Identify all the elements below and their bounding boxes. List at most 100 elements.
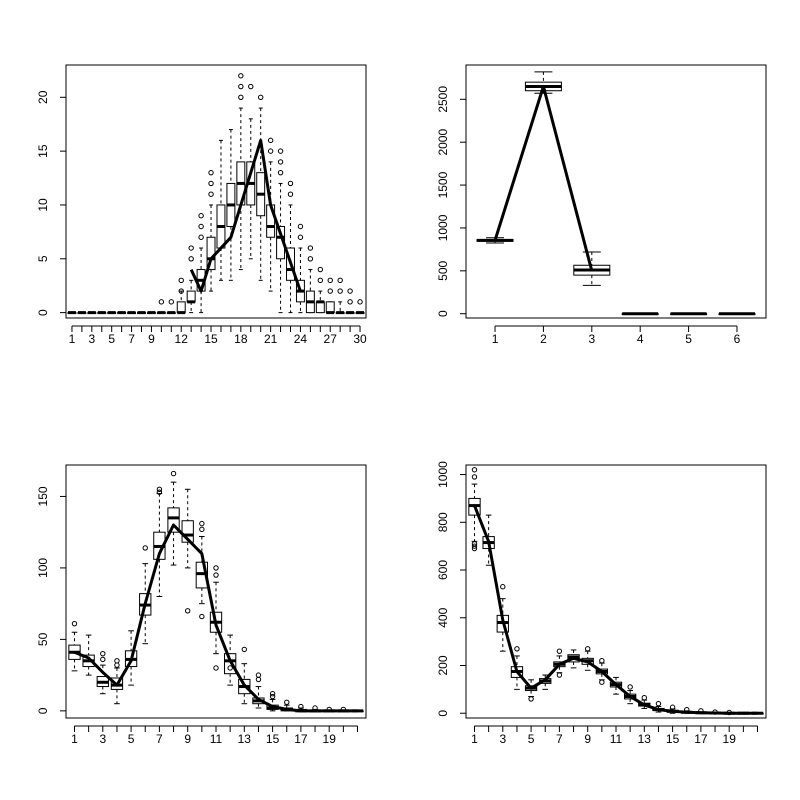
- outlier-point: [198, 223, 204, 230]
- x-tick-label: 3: [88, 332, 95, 346]
- outlier-point: [284, 699, 290, 705]
- y-tick-label: 1000: [436, 461, 450, 488]
- x-tick-label: 5: [685, 332, 692, 346]
- outlier-point: [199, 520, 205, 527]
- x-tick-label: 3: [99, 732, 106, 746]
- x-tick-label: 15: [666, 732, 680, 746]
- outlier-point: [277, 159, 284, 165]
- outlier-point: [669, 704, 676, 710]
- outlier-point: [188, 256, 194, 262]
- x-tick-label: 21: [264, 332, 278, 346]
- x-tick-label: 9: [148, 332, 155, 346]
- outlier-point: [241, 646, 248, 653]
- x-tick-label: 4: [637, 332, 644, 346]
- outlier-point: [599, 679, 605, 685]
- x-tick-label: 13: [638, 732, 652, 746]
- y-tick-label: 2500: [436, 86, 450, 113]
- x-tick-label: 5: [528, 732, 535, 746]
- outlier-point: [114, 658, 120, 664]
- outlier-point: [500, 584, 506, 590]
- x-tick-label: 1: [69, 332, 76, 346]
- y-tick-label: 20: [36, 90, 50, 104]
- x-tick-label: 13: [238, 732, 252, 746]
- trend-line: [473, 505, 758, 715]
- outlier-point: [277, 169, 284, 176]
- y-tick-label: 15: [36, 144, 50, 158]
- y-tick-label: 200: [436, 655, 450, 675]
- outlier-point: [317, 266, 324, 273]
- outlier-point: [655, 700, 662, 707]
- outlier-point: [208, 191, 214, 197]
- outlier-point: [198, 234, 204, 240]
- plot-frame: [65, 64, 367, 319]
- outlier-point: [357, 299, 363, 305]
- x-tick-label: 7: [156, 732, 163, 746]
- outlier-point: [158, 299, 165, 305]
- x-tick-label: 18: [234, 332, 248, 346]
- outlier-point: [297, 223, 304, 230]
- x-tick-label: 3: [588, 332, 595, 346]
- y-tick-label: 0: [36, 309, 50, 316]
- outlier-point: [327, 277, 333, 284]
- outlier-point: [347, 288, 353, 294]
- box-body: [186, 290, 196, 303]
- outlier-point: [142, 545, 148, 551]
- x-tick-label: 15: [266, 732, 280, 746]
- outlier-point: [327, 288, 333, 294]
- outlier-point: [297, 234, 304, 240]
- outlier-point: [100, 650, 106, 657]
- y-tick-label: 500: [436, 260, 450, 280]
- x-tick-label: 17: [694, 732, 708, 746]
- outlier-point: [227, 665, 233, 671]
- outlier-point: [248, 83, 254, 90]
- outlier-point: [238, 94, 244, 100]
- x-tick-label: 19: [323, 732, 337, 746]
- y-tick-label: 50: [36, 632, 50, 646]
- y-tick-label: 10: [36, 198, 50, 212]
- x-tick-label: 7: [556, 732, 563, 746]
- outlier-point: [337, 277, 343, 284]
- outlier-point: [184, 608, 191, 614]
- y-tick-label: 0: [436, 710, 450, 717]
- x-tick-label: 19: [723, 732, 737, 746]
- outlier-point: [627, 684, 633, 690]
- outlier-point: [178, 288, 184, 294]
- outlier-point: [307, 245, 314, 251]
- outlier-point: [599, 658, 605, 664]
- outlier-point: [556, 672, 563, 678]
- x-tick-label: 2: [540, 332, 547, 346]
- outlier-point: [213, 665, 219, 671]
- outlier-point: [528, 696, 534, 702]
- outlier-point: [317, 277, 324, 284]
- outlier-point: [269, 691, 276, 697]
- outlier-point: [267, 137, 274, 144]
- outlier-point: [298, 703, 304, 710]
- outlier-point: [199, 526, 205, 533]
- x-tick-label: 7: [128, 332, 135, 346]
- y-tick-label: 600: [436, 560, 450, 580]
- outlier-point: [471, 474, 478, 480]
- outlier-point: [556, 648, 563, 654]
- x-tick-label: 11: [210, 732, 223, 746]
- x-tick-label: 17: [294, 732, 308, 746]
- outlier-point: [287, 180, 294, 187]
- x-tick-label: 3: [499, 732, 506, 746]
- outlier-point: [641, 695, 648, 701]
- outlier-point: [170, 470, 177, 477]
- y-tick-label: 100: [36, 558, 50, 578]
- x-tick-label: 1: [492, 332, 499, 346]
- x-tick-label: 30: [353, 332, 367, 346]
- trend-line: [189, 138, 302, 293]
- x-tick-label: 9: [184, 732, 191, 746]
- y-tick-label: 800: [436, 512, 450, 532]
- y-tick-label: 400: [436, 607, 450, 627]
- outlier-point: [188, 245, 194, 251]
- outlier-point: [471, 541, 478, 547]
- outlier-point: [347, 299, 353, 305]
- box-body: [167, 507, 180, 533]
- x-tick-label: 15: [204, 332, 218, 346]
- outlier-point: [208, 180, 214, 187]
- outlier-point: [258, 94, 264, 100]
